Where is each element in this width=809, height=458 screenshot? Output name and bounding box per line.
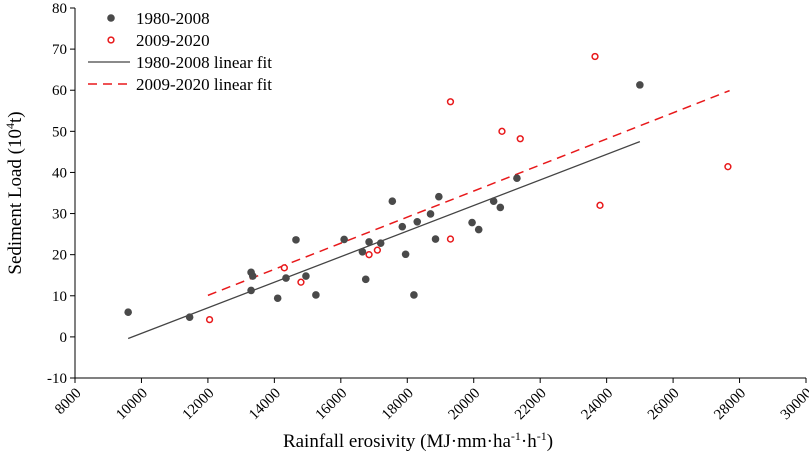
data-point-series-1 xyxy=(388,197,397,206)
y-tick-label: 70 xyxy=(52,42,67,58)
x-tick-label: 8000 xyxy=(52,385,85,418)
legend: 1980-2008 2009-2020 1980-2008 linear fit 20… xyxy=(88,9,272,94)
data-point-series-1 xyxy=(474,225,483,234)
data-point-series-1 xyxy=(185,313,194,321)
x-axis-title: Rainfall erosivity (MJ·mm·ha-1·h-1) xyxy=(283,429,553,452)
x-tick-label: 16000 xyxy=(313,385,351,423)
data-point-series-1 xyxy=(312,291,320,299)
data-point-series-2 xyxy=(205,315,214,324)
data-point-series-2 xyxy=(596,201,604,209)
points-layer xyxy=(124,52,732,324)
data-point-series-1 xyxy=(431,235,440,243)
data-point-series-1 xyxy=(401,250,410,259)
x-tick-label: 10000 xyxy=(113,385,151,423)
data-point-series-2 xyxy=(591,52,599,61)
data-point-series-2 xyxy=(297,278,305,286)
fit-lines-layer xyxy=(127,89,730,340)
y-tick-label: 0 xyxy=(60,330,68,346)
x-tick-label: 22000 xyxy=(512,385,550,423)
data-point-series-1 xyxy=(282,274,290,282)
x-tick-label: 28000 xyxy=(711,385,749,423)
data-point-series-1 xyxy=(376,239,385,247)
y-tick-label: 50 xyxy=(52,124,67,140)
y-tick-label: 30 xyxy=(52,207,67,223)
legend-marker-series-1 xyxy=(107,14,115,22)
x-tick-label: 18000 xyxy=(379,385,417,423)
legend-marker-series-2 xyxy=(107,36,115,44)
data-point-series-1 xyxy=(636,81,644,89)
data-point-series-1 xyxy=(426,210,435,218)
fit-line-2 xyxy=(207,89,730,297)
data-point-series-1 xyxy=(365,238,373,246)
data-point-series-1 xyxy=(361,275,370,284)
data-point-series-1 xyxy=(358,247,367,256)
data-point-series-1 xyxy=(468,218,476,227)
data-point-series-2 xyxy=(446,98,455,106)
y-tick-label: 60 xyxy=(52,83,67,99)
data-point-series-2 xyxy=(516,135,524,143)
x-tick-label: 24000 xyxy=(578,385,616,423)
y-tick-label: 40 xyxy=(52,165,67,181)
data-point-series-1 xyxy=(435,192,443,201)
y-tick-label: 20 xyxy=(52,248,67,264)
data-point-series-1 xyxy=(292,236,300,244)
data-point-series-2 xyxy=(498,127,506,135)
data-point-series-1 xyxy=(513,174,521,182)
legend-label-series-1: 1980-2008 xyxy=(136,9,210,28)
y-axis-title: Sediment Load (104t) xyxy=(3,111,26,274)
y-tick-label: 10 xyxy=(52,289,67,305)
data-point-series-1 xyxy=(410,291,418,299)
x-tick-label: 14000 xyxy=(246,385,284,423)
data-point-series-1 xyxy=(489,197,498,206)
x-tick-label: 12000 xyxy=(180,385,218,423)
fit-line-1 xyxy=(127,141,641,340)
data-point-series-1 xyxy=(340,235,348,244)
legend-label-series-2: 2009-2020 xyxy=(136,31,210,50)
data-point-series-2 xyxy=(365,251,373,259)
x-tick-label: 26000 xyxy=(645,385,683,423)
data-point-series-1 xyxy=(496,203,505,212)
data-point-series-1 xyxy=(248,272,257,280)
data-point-series-2 xyxy=(724,163,732,171)
data-point-series-2 xyxy=(446,235,455,243)
data-point-series-2 xyxy=(373,246,382,254)
data-point-series-1 xyxy=(273,294,282,303)
legend-label-fit-1: 1980-2008 linear fit xyxy=(136,53,272,72)
legend-label-fit-2: 2009-2020 linear fit xyxy=(136,75,272,94)
data-point-series-1 xyxy=(124,308,132,317)
y-tick-label: 80 xyxy=(52,1,67,17)
x-tick-label: 30000 xyxy=(778,385,809,423)
data-point-series-2 xyxy=(280,264,288,272)
data-point-series-1 xyxy=(302,272,310,280)
data-point-series-1 xyxy=(398,222,407,231)
y-tick-label: -10 xyxy=(47,371,67,387)
data-point-series-1 xyxy=(413,217,422,226)
x-tick-label: 20000 xyxy=(446,385,484,423)
data-point-series-1 xyxy=(247,286,255,295)
